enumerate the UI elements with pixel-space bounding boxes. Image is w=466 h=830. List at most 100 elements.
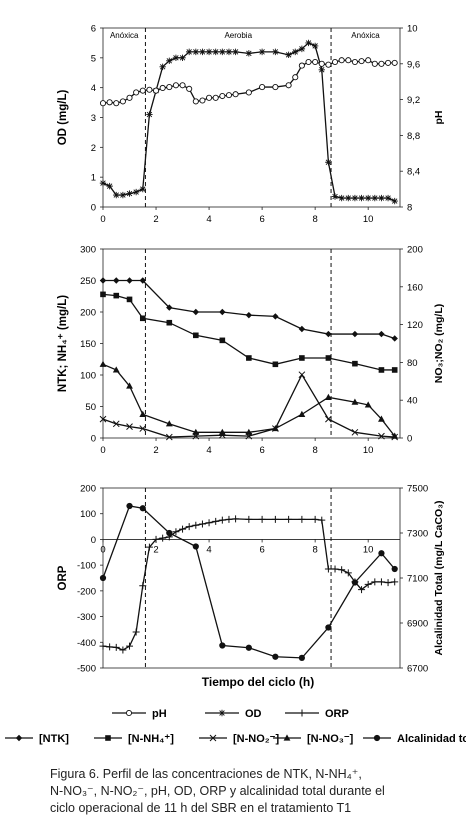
legend-label: pH (152, 708, 167, 720)
x-tick-label: 2 (153, 544, 158, 555)
plot-frame (102, 27, 401, 208)
data-point (113, 191, 120, 199)
data-point (166, 304, 173, 311)
data-point (318, 60, 325, 67)
data-point (139, 185, 146, 193)
data-point (285, 82, 292, 89)
series-line (102, 363, 396, 437)
y2-tick-label: 9,2 (407, 95, 420, 106)
data-point (371, 578, 379, 586)
data-point (325, 393, 332, 400)
data-point (186, 85, 193, 92)
x-tick-label: 6 (259, 544, 264, 555)
data-point (292, 48, 299, 56)
data-point (113, 100, 120, 107)
data-point (192, 308, 200, 316)
data-point (205, 48, 213, 56)
data-point (232, 91, 239, 98)
series-alcalinidad-total (99, 502, 398, 661)
data-point (172, 528, 180, 536)
data-point (377, 578, 385, 586)
data-point (126, 502, 133, 510)
y2-tick-label: 6900 (407, 619, 428, 630)
data-point (199, 48, 206, 56)
data-point (152, 535, 160, 543)
data-point (205, 519, 213, 527)
data-point (371, 194, 379, 202)
data-point (199, 97, 206, 104)
data-point (219, 48, 226, 56)
data-point (352, 360, 358, 367)
data-point (391, 367, 398, 373)
data-point (312, 58, 319, 66)
x-tick-label: 6 (259, 445, 264, 456)
data-point (172, 54, 180, 62)
y-tick-label: -300 (77, 612, 96, 623)
y2-tick-label: 200 (407, 245, 423, 256)
data-point (325, 355, 332, 361)
y-tick-label: 250 (80, 276, 96, 287)
data-point (206, 94, 213, 101)
data-point (232, 515, 240, 523)
x-tick-label: 0 (100, 445, 105, 456)
data-point (351, 398, 359, 405)
series-line (102, 293, 395, 371)
y2-tick-label: 120 (407, 320, 423, 331)
data-point (378, 550, 385, 557)
y-tick-label: 0 (91, 535, 96, 546)
data-point (371, 60, 378, 67)
data-point (365, 57, 372, 64)
data-point (272, 48, 279, 56)
data-point (358, 194, 365, 202)
data-point (245, 515, 253, 523)
data-point (219, 308, 226, 316)
data-point (391, 565, 398, 573)
data-point (112, 643, 120, 651)
y-tick-label: 4 (91, 83, 96, 94)
data-point (364, 580, 372, 588)
data-point (391, 335, 398, 342)
data-point (139, 410, 147, 417)
x-tick-label: 4 (206, 544, 211, 555)
data-point (139, 277, 146, 284)
data-point (298, 62, 305, 69)
data-point (305, 39, 312, 47)
data-point (391, 578, 399, 586)
legend-label: [N-NO₃⁻] (307, 733, 354, 745)
data-point (232, 48, 239, 56)
y-tick-label: 6 (91, 24, 96, 35)
data-point (119, 98, 126, 105)
data-point (165, 420, 173, 427)
data-point (385, 59, 392, 66)
data-point (298, 410, 306, 417)
legend-label: ORP (325, 708, 349, 720)
series-n-nh (100, 291, 398, 373)
data-point (132, 628, 140, 636)
x-tick-label: 2 (153, 445, 158, 456)
plot-frame (102, 487, 401, 669)
data-point (172, 82, 179, 89)
data-point (318, 516, 326, 524)
data-point (139, 87, 146, 94)
data-point (100, 291, 106, 298)
y-axis-title: ORP (57, 565, 69, 590)
data-point (192, 98, 199, 105)
data-point (378, 60, 385, 67)
x-tick-label: 8 (312, 214, 317, 225)
data-point (391, 59, 398, 66)
data-point (259, 84, 266, 91)
y-tick-label: 50 (85, 402, 96, 413)
data-point (126, 382, 133, 389)
caption-line: Figura 6. Perfil de las concentraciones … (50, 767, 362, 781)
y2-tick-label: 7500 (407, 484, 428, 495)
legend-marker (125, 709, 133, 717)
data-point (99, 574, 107, 582)
x-tick-label: 6 (259, 214, 264, 225)
data-point (225, 515, 233, 523)
x-tick-label: 10 (363, 445, 374, 456)
chart-legends: pH OD ORP [NTK] [N-NH₄⁺] [N-NO₂⁻] [N-NO₃⁻] Alca… (5, 708, 466, 745)
y2-tick-label: 7300 (407, 529, 428, 540)
x-tick-label: 10 (363, 544, 374, 555)
data-point (193, 332, 199, 339)
